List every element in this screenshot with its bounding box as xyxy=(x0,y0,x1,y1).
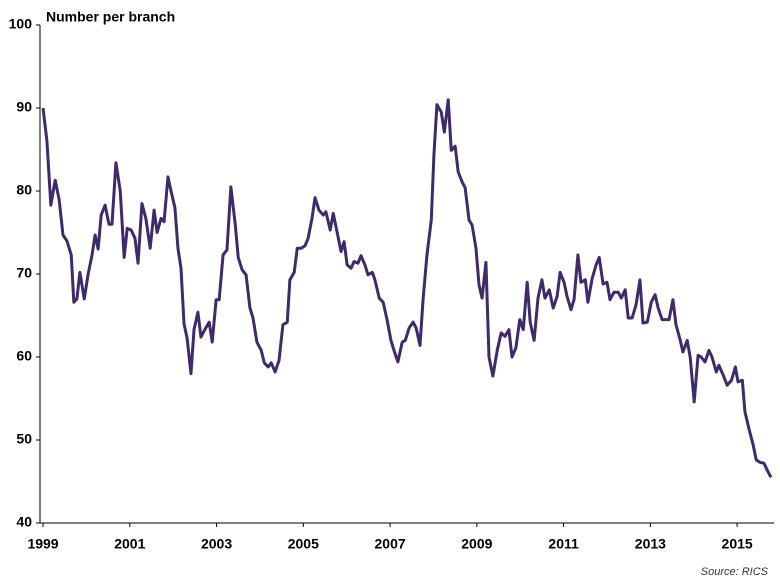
x-tick-label: 2005 xyxy=(288,536,319,552)
x-tick-label: 2009 xyxy=(461,536,492,552)
source-note: Source: RICS xyxy=(701,566,769,578)
x-tick-label: 2007 xyxy=(375,536,406,552)
y-tick-label: 100 xyxy=(9,16,33,32)
x-tick-label: 2011 xyxy=(548,536,579,552)
x-tick-label: 1999 xyxy=(27,536,58,552)
x-tick-label: 2003 xyxy=(201,536,232,552)
y-tick-label: 40 xyxy=(16,514,32,530)
y-tick-label: 50 xyxy=(16,431,32,447)
y-axis-label: Number per branch xyxy=(46,9,175,25)
y-tick-label: 60 xyxy=(16,348,32,364)
x-tick-label: 2015 xyxy=(722,536,753,552)
y-tick-label: 90 xyxy=(16,99,32,115)
y-tick-label: 80 xyxy=(16,182,32,198)
x-tick-label: 2001 xyxy=(114,536,145,552)
x-tick-label: 2013 xyxy=(635,536,666,552)
data-line xyxy=(41,98,773,479)
y-tick-label: 70 xyxy=(16,265,32,281)
